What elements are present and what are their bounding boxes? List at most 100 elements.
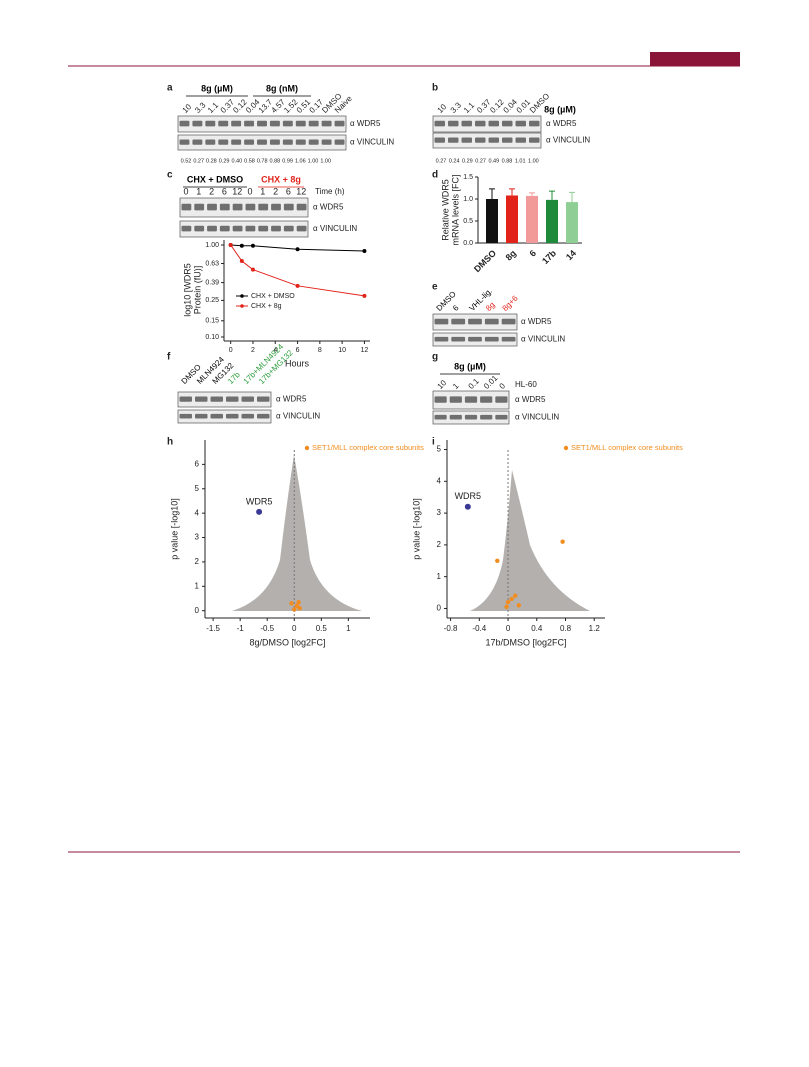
- point: [513, 593, 518, 598]
- blot-band: [181, 225, 192, 232]
- blot-band: [308, 139, 319, 145]
- y-axis-label: Protein (fU)]: [192, 266, 202, 315]
- point: [509, 596, 514, 602]
- quant: 0.99: [282, 158, 293, 164]
- lane-label: 6: [222, 186, 227, 196]
- blot-band: [529, 137, 540, 143]
- y-tick-label: 0.0: [463, 240, 473, 247]
- point: [289, 601, 294, 606]
- x-tick-label: 0: [292, 624, 297, 633]
- blot-band: [210, 396, 223, 402]
- quant: 0.88: [502, 158, 513, 164]
- lane-label: 1.1: [462, 100, 477, 115]
- quant: 0.49: [488, 158, 499, 164]
- panel-label: h: [167, 437, 173, 448]
- legend-dot: [240, 294, 244, 298]
- blot-band: [195, 413, 208, 419]
- blot-band: [282, 120, 293, 127]
- x-tick-label: 2: [251, 347, 255, 354]
- blot-band: [179, 396, 192, 402]
- line: [230, 244, 365, 297]
- y-axis-label: p value [-log10]: [169, 498, 179, 560]
- panel-label: e: [432, 282, 438, 293]
- blot-band: [434, 414, 447, 420]
- y-tick-label: 6: [195, 459, 200, 468]
- panel-label: f: [167, 352, 171, 363]
- blot-band: [257, 413, 270, 419]
- y-tick-label: 0.63: [205, 260, 219, 267]
- y-tick-label: 0.5: [463, 218, 473, 225]
- panel-label: i: [432, 437, 435, 448]
- x-tick-label: -1.5: [206, 624, 220, 633]
- x-tick-label: -0.8: [444, 624, 458, 633]
- legend-label: SET1/MLL complex core subunits: [312, 443, 424, 452]
- blot-band: [495, 414, 508, 420]
- blot-label: α WDR5: [350, 119, 381, 128]
- x-tick-label: 1: [346, 624, 351, 633]
- blot: [432, 115, 542, 133]
- lane-label: 1: [260, 186, 265, 196]
- x-axis-label: Hours: [285, 358, 310, 368]
- error-bar: [549, 190, 555, 200]
- point: [295, 247, 300, 252]
- blot-label: α VINCULIN: [515, 413, 559, 422]
- blot-label: α WDR5: [521, 317, 552, 326]
- blot-band: [219, 203, 230, 211]
- blot-band: [283, 225, 294, 232]
- bar: [486, 199, 498, 243]
- lane-label: 10: [436, 102, 449, 115]
- y-tick-label: 0.39: [205, 279, 219, 286]
- y-tick-label: 4: [195, 508, 200, 517]
- quant: 1.00: [320, 158, 331, 164]
- blot-band: [464, 414, 478, 420]
- point: [256, 508, 263, 515]
- blot-band: [226, 396, 239, 402]
- blot-band: [480, 414, 493, 420]
- x-tick-label: 0: [229, 347, 233, 354]
- blot-band: [449, 414, 462, 420]
- x-tick-label: 0: [506, 624, 511, 633]
- point: [297, 606, 302, 611]
- y-tick-label: 0: [195, 606, 200, 615]
- y-axis-label: Relative WDR5: [440, 179, 450, 241]
- blot-band: [271, 203, 281, 211]
- blot-band: [501, 318, 516, 325]
- blot-band: [258, 203, 269, 211]
- blot-label: α VINCULIN: [276, 412, 320, 421]
- blot-band: [501, 336, 516, 342]
- blot-band: [192, 139, 203, 145]
- x-tick-label: 8: [318, 347, 322, 354]
- x-tick-label: 12: [361, 347, 369, 354]
- blot-band: [295, 120, 306, 127]
- x-axis-label: 17b/DMSO [log2FC]: [485, 637, 566, 647]
- blot-band: [205, 120, 216, 127]
- blot-label: α WDR5: [276, 395, 307, 404]
- lane-label: 2: [273, 186, 278, 196]
- y-tick-label: 1.0: [463, 196, 473, 203]
- y-tick-label: 3: [195, 533, 200, 542]
- point: [495, 558, 500, 563]
- quant: 1.01: [515, 158, 526, 164]
- point: [516, 603, 522, 608]
- blot-band: [461, 137, 472, 143]
- quant: 1.06: [295, 158, 306, 164]
- blot-band: [484, 318, 499, 325]
- point: [239, 243, 244, 248]
- blot-label: α WDR5: [313, 203, 344, 212]
- blot-band: [244, 139, 255, 145]
- lane-label: 0: [247, 186, 252, 196]
- lane-title: Time (h): [315, 187, 345, 196]
- blot-band: [269, 139, 280, 145]
- blot-band: [464, 396, 478, 403]
- lane-header: 8g (µM): [454, 361, 486, 371]
- lane-label: 1: [196, 186, 201, 196]
- quant: 0.29: [219, 158, 230, 164]
- blot: [177, 409, 272, 424]
- blot-band: [179, 139, 190, 145]
- x-tick-label: -1: [237, 624, 245, 633]
- y-tick-label: 5: [195, 484, 200, 493]
- bar: [546, 199, 558, 243]
- blot-band: [244, 120, 255, 127]
- legend-dot: [563, 445, 569, 451]
- y-tick-label: 0.10: [205, 334, 219, 341]
